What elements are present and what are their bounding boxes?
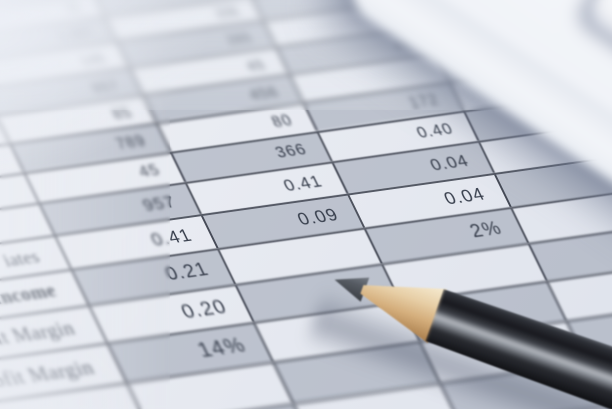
photo-canvas: 1,471205462801,3972064514526545695745458… <box>0 0 612 409</box>
